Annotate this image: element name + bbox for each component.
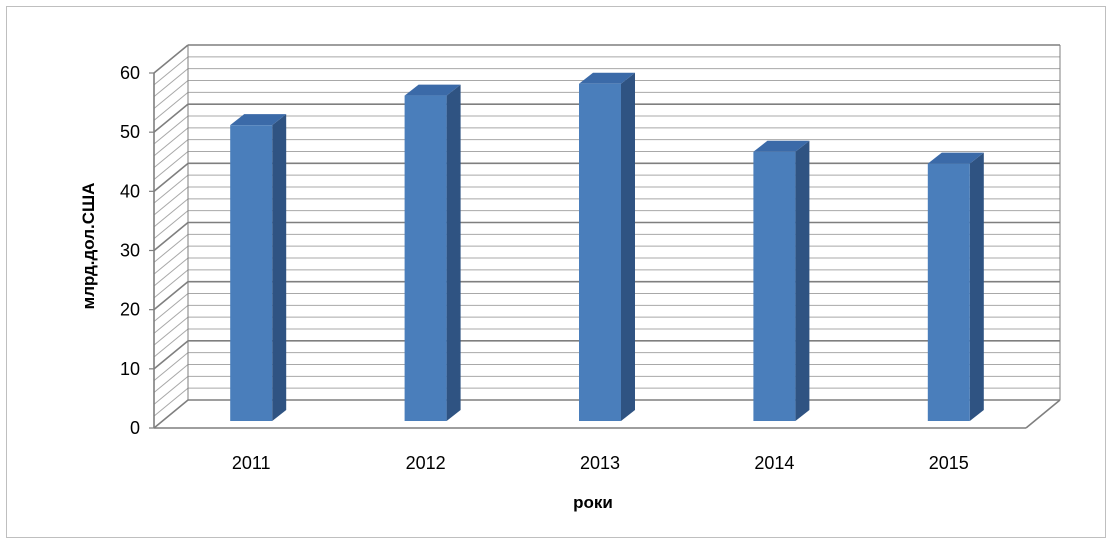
- bar-side: [621, 72, 635, 421]
- bar: [230, 125, 273, 422]
- side-gridline: [153, 387, 189, 417]
- bar-side: [272, 114, 287, 422]
- side-gridline: [153, 221, 189, 252]
- bars: [230, 72, 984, 422]
- side-gridline: [153, 328, 189, 358]
- side-gridline: [153, 186, 189, 216]
- x-tick-label: 2014: [754, 453, 794, 473]
- bar-chart: 0 10 20 30 40 50 60 2011 2012 2013 2014 2015 млрд.…: [6, 6, 1106, 538]
- y-tick-label: 30: [120, 241, 140, 261]
- side-gridline: [153, 399, 189, 429]
- bar: [753, 151, 796, 421]
- x-tick-label: 2012: [406, 453, 446, 473]
- side-gridline: [153, 316, 189, 346]
- bar-side: [795, 140, 810, 421]
- side-gridline: [153, 174, 189, 204]
- x-axis-label: роки: [573, 493, 613, 512]
- side-gridline: [153, 139, 189, 169]
- side-gridline: [153, 56, 189, 86]
- side-gridline: [153, 245, 189, 275]
- side-gridline: [153, 293, 189, 322]
- side-gridline: [153, 281, 189, 311]
- side-gridline: [153, 68, 189, 98]
- x-tick-labels: 2011 2012 2013 2014 2015: [232, 453, 969, 473]
- side-gridline: [153, 198, 189, 228]
- floor-edge: [1025, 399, 1061, 429]
- bar-side: [446, 84, 461, 421]
- side-gridline: [153, 162, 189, 192]
- side-gridline: [153, 44, 189, 74]
- side-gridline: [153, 352, 189, 382]
- chart-frame: 0 10 20 30 40 50 60 2011 2012 2013 2014 2015 млрд.…: [6, 6, 1106, 538]
- y-axis-label: млрд.дол.США: [79, 183, 98, 310]
- bar-side: [969, 152, 984, 421]
- bar: [927, 163, 970, 421]
- bar: [579, 83, 621, 421]
- side-gridline: [153, 269, 189, 299]
- y-tick-label: 0: [130, 418, 140, 438]
- chart-border: [6, 6, 1106, 538]
- y-tick-label: 40: [120, 181, 140, 201]
- side-gridline: [153, 364, 189, 393]
- y-tick-label: 20: [120, 300, 140, 320]
- side-gridline: [153, 257, 189, 287]
- side-gridline: [153, 80, 189, 109]
- bar: [404, 95, 447, 421]
- x-tick-label: 2011: [232, 453, 271, 473]
- side-gridline: [153, 304, 189, 334]
- bar-top: [404, 84, 461, 96]
- side-gridline: [153, 210, 189, 240]
- side-gridline: [153, 103, 189, 133]
- side-gridline: [153, 127, 189, 157]
- side-gridline: [153, 91, 189, 121]
- x-tick-label: 2013: [580, 453, 620, 473]
- side-gridline: [153, 233, 189, 263]
- bar-top: [927, 152, 984, 164]
- bar-top: [753, 140, 810, 152]
- y-tick-label: 50: [120, 122, 140, 142]
- side-gridline: [153, 340, 189, 370]
- side-gridline: [153, 115, 189, 145]
- x-tick-label: 2015: [929, 453, 969, 473]
- side-gridline: [153, 375, 189, 405]
- y-tick-label: 10: [120, 359, 140, 379]
- y-tick-label: 60: [120, 63, 140, 83]
- y-tick-labels: 0 10 20 30 40 50 60: [120, 63, 140, 438]
- side-gridline: [153, 151, 189, 180]
- bar-top: [230, 114, 287, 126]
- bar-top: [579, 72, 635, 84]
